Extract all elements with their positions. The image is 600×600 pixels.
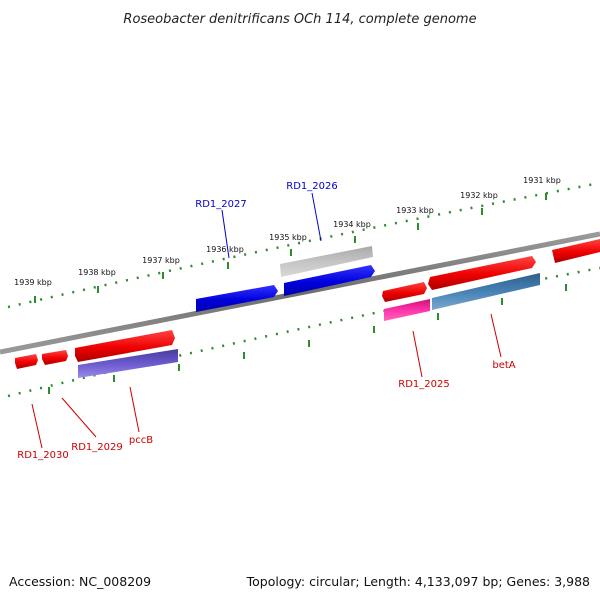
inner-major-ticks [48, 284, 567, 394]
tick-label: 1936 kbp [206, 245, 244, 254]
tick-label: 1938 kbp [78, 268, 116, 277]
leader-beta [490, 313, 502, 358]
map-title: Roseobacter denitrificans OCh 114, compl… [123, 12, 476, 27]
gene-label-beta[interactable]: betA [492, 360, 515, 371]
forward-features [382, 239, 600, 321]
leader-pccb [129, 386, 140, 433]
gene-label-rd1-2030[interactable]: RD1_2030 [17, 450, 68, 461]
summary-text: Topology: circular; Length: 4,133,097 bp… [246, 574, 590, 589]
tick-label: 1932 kbp [460, 191, 498, 200]
gene-feature-purple[interactable] [78, 349, 178, 378]
tick-label: 1934 kbp [333, 220, 371, 229]
gene-feature-rd1-2026[interactable] [280, 246, 373, 277]
major-ticks [34, 193, 547, 303]
gene-feature-beta[interactable] [428, 256, 536, 290]
leader-rd1-2025 [412, 330, 423, 378]
gene-feature-rd1-2029[interactable] [42, 350, 68, 365]
leader-rd1-2026 [311, 192, 322, 242]
tick-label: 1933 kbp [396, 206, 434, 215]
leader-rd1-2027 [221, 209, 230, 259]
gene-feature-red[interactable] [382, 282, 427, 302]
gene-label-rd1-2026[interactable]: RD1_2026 [286, 181, 337, 192]
left-features [15, 330, 178, 378]
gene-feature-steel[interactable] [432, 273, 540, 310]
gene-label-rd1-2027[interactable]: RD1_2027 [195, 199, 246, 210]
tick-label: 1935 kbp [269, 233, 307, 242]
genome-backbone [0, 231, 600, 355]
tick-label: 1939 kbp [14, 278, 52, 287]
gene-label-rd1-2025[interactable]: RD1_2025 [398, 379, 449, 390]
tick-label: 1937 kbp [142, 256, 180, 265]
gene-feature-rd1-2030[interactable] [15, 354, 38, 369]
leader-rd1-2029 [61, 397, 97, 438]
gene-labels: RD1_2026 RD1_2027 RD1_2025 betA pccB RD1… [17, 181, 516, 461]
gene-label-pccb[interactable]: pccB [129, 435, 153, 446]
gene-feature-rd1-2027[interactable] [196, 285, 278, 312]
accession-text: Accession: NC_008209 [9, 574, 151, 589]
leader-lines [31, 192, 502, 449]
gene-feature-rd1-2025[interactable] [384, 299, 430, 321]
gene-label-rd1-2029[interactable]: RD1_2029 [71, 442, 122, 453]
tick-labels: 1931 kbp 1932 kbp 1933 kbp 1934 kbp 1935… [14, 176, 561, 287]
reverse-features [196, 246, 375, 312]
leader-rd1-2030 [31, 403, 43, 449]
gene-feature-blue[interactable] [284, 265, 375, 296]
tick-label: 1931 kbp [523, 176, 561, 185]
gene-feature-pccb[interactable] [75, 330, 175, 362]
gene-feature-red[interactable] [552, 239, 600, 263]
